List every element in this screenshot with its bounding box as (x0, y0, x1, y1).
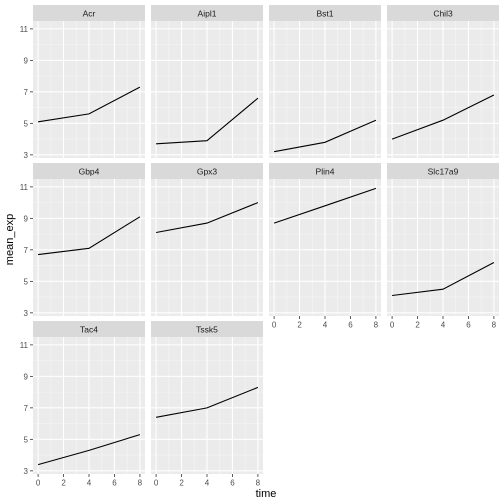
x-tick-label: 0 (36, 479, 41, 488)
facet-panel: Plin4 0 2 4 6 8 (269, 163, 381, 330)
facet-strip (151, 321, 263, 337)
facet-panel: Tac4 3 5 7 9 11 0 2 4 6 8 (20, 321, 145, 488)
y-tick-label: 9 (24, 56, 29, 65)
facet-panel: Bst1 (269, 5, 381, 158)
x-tick-label: 8 (138, 479, 143, 488)
facet-strip (387, 5, 499, 21)
y-tick-label: 3 (24, 309, 29, 318)
series-line (391, 94, 495, 140)
x-tick-label: 2 (179, 479, 184, 488)
x-tick-label: 4 (87, 479, 92, 488)
y-tick-label: 11 (20, 183, 29, 192)
facet-panel: Gbp4 3 5 7 9 11 (20, 163, 145, 318)
facet-strip (33, 163, 145, 179)
y-tick-label: 7 (24, 246, 29, 255)
series-line (38, 216, 141, 256)
x-tick-label: 8 (374, 321, 379, 330)
y-tick-label: 7 (24, 404, 29, 413)
x-tick-label: 2 (297, 321, 302, 330)
facet-panel: Slc17a9 0 2 4 6 8 (387, 163, 499, 330)
x-tick-label: 6 (348, 321, 353, 330)
facet-strip (269, 5, 381, 21)
facet-strip-label: Aipl1 (198, 9, 217, 19)
x-tick-label: 2 (415, 321, 420, 330)
facet-strip-label: Gpx3 (197, 167, 218, 177)
facet-strip-label: Plin4 (316, 167, 335, 177)
x-tick-label: 4 (323, 321, 328, 330)
series-line (392, 262, 495, 297)
facet-panel: Acr 3 5 7 9 11 (20, 5, 145, 160)
facet-panels: Acr 3 5 7 9 11 Aipl1 Bst1 Chil3 Gbp4 3 5 7 9 11 Gpx3 Pli… (20, 5, 499, 488)
y-tick-label: 7 (24, 88, 29, 97)
x-axis-title: time (256, 488, 277, 500)
facet-strip (151, 163, 263, 179)
series-line (37, 434, 141, 466)
y-tick-label: 11 (20, 25, 29, 34)
y-tick-label: 3 (24, 467, 29, 476)
facet-strip-label: Tac4 (80, 325, 98, 335)
facet-strip-label: Acr (83, 9, 96, 19)
y-tick-label: 5 (24, 277, 29, 286)
series-line (156, 97, 259, 145)
facet-panel: Chil3 (387, 5, 499, 158)
facet-strip (151, 5, 263, 21)
facet-strip (33, 5, 145, 21)
y-tick-label: 5 (24, 435, 29, 444)
facet-strip-label: Gbp4 (79, 167, 100, 177)
facet-strip (33, 321, 145, 337)
x-tick-label: 4 (205, 479, 210, 488)
x-tick-label: 8 (492, 321, 497, 330)
x-tick-label: 6 (466, 321, 471, 330)
y-tick-label: 3 (24, 151, 29, 160)
x-tick-label: 8 (256, 479, 261, 488)
y-tick-label: 11 (20, 341, 29, 350)
series-line (156, 202, 259, 234)
x-tick-label: 0 (154, 479, 159, 488)
facet-strip (387, 163, 499, 179)
x-tick-label: 0 (390, 321, 395, 330)
series-line (274, 119, 377, 153)
facet-panel: Tssk5 0 2 4 6 8 (151, 321, 263, 488)
series-line (273, 187, 377, 224)
x-tick-label: 6 (112, 479, 117, 488)
y-axis-title: mean_exp (4, 214, 16, 265)
x-tick-label: 0 (272, 321, 277, 330)
x-tick-label: 4 (441, 321, 446, 330)
facet-strip-label: Tssk5 (196, 325, 218, 335)
x-tick-label: 6 (230, 479, 235, 488)
facet-panel: Gpx3 (151, 163, 263, 316)
facet-strip-label: Chil3 (433, 9, 453, 19)
facet-panel: Aipl1 (151, 5, 263, 158)
series-line (156, 386, 259, 418)
facet-strip (269, 163, 381, 179)
series-line (38, 86, 141, 123)
y-tick-label: 5 (24, 119, 29, 128)
y-tick-label: 9 (24, 214, 29, 223)
facet-strip-label: Bst1 (316, 9, 333, 19)
x-tick-label: 2 (61, 479, 66, 488)
facet-strip-label: Slc17a9 (428, 167, 459, 177)
y-tick-label: 9 (24, 372, 29, 381)
